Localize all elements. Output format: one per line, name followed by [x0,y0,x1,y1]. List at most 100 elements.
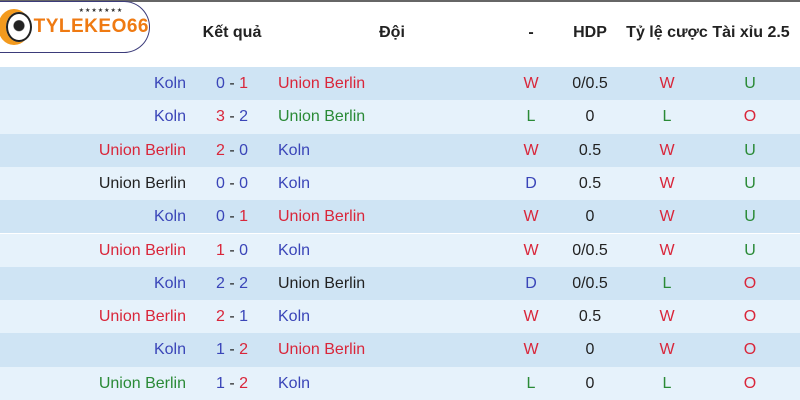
hdp: 0.5 [578,141,602,159]
table-row: Union Berlin 2 - 1 Koln W 0.5 W O [0,300,800,334]
stars-icon: ★★★★★★★ [78,8,124,14]
home-team: Koln [153,208,186,226]
score: 2 - 0 [215,141,249,159]
home-team: Union Berlin [98,308,186,326]
header-result: Kết quả [202,24,262,41]
away-score: 0 [239,241,249,259]
hdp: 0/0.5 [572,75,608,92]
score: 2 - 2 [215,274,249,292]
home-team: Koln [153,75,186,92]
home-score: 2 [215,308,225,326]
away-team: Koln [278,308,311,326]
odds-result: W [659,75,675,92]
home-score: 2 [215,274,225,292]
away-score: 2 [239,274,249,292]
result: W [523,75,539,92]
header-hdp: HDP [573,24,607,41]
away-team: Koln [278,374,311,392]
soccer-ball-icon [6,12,32,42]
over-under: O [743,108,757,126]
score: 3 - 2 [215,108,249,126]
odds-result: W [659,141,675,159]
score: 1 - 2 [215,374,249,392]
home-team: Union Berlin [98,174,186,192]
score: 0 - 1 [215,208,249,226]
top-border [0,0,800,2]
header-team: Đội [379,24,405,41]
hdp: 0/0.5 [572,241,608,259]
hdp: 0 [585,341,595,359]
hdp: 0.5 [578,174,602,192]
home-team: Koln [153,108,186,126]
table-row: Union Berlin 1 - 2 Koln L 0 L O [0,366,800,400]
away-score: 0 [239,141,249,159]
over-under: O [743,374,757,392]
odds-result: L [662,274,672,292]
over-under: U [744,75,756,92]
brand-logo[interactable]: ★★★★★★★ TYLEKEO66 [0,1,150,53]
table-row: Koln 0 - 1 Union Berlin W 0 W U [0,200,800,234]
away-score: 0 [239,174,249,192]
score: 1 - 2 [215,341,249,359]
hdp: 0/0.5 [572,274,608,292]
result: L [526,374,536,392]
odds-result: W [659,308,675,326]
away-score: 2 [239,341,249,359]
odds-result: W [659,241,675,259]
home-score: 3 [215,108,225,126]
odds-result: L [662,374,672,392]
away-score: 2 [239,374,249,392]
away-team: Koln [278,141,311,159]
home-score: 1 [215,241,225,259]
hdp: 0 [585,374,595,392]
brand-name: ★★★★★★★ TYLEKEO66 [33,8,149,37]
over-under: U [744,241,756,259]
away-team: Union Berlin [278,75,366,92]
away-team: Koln [278,241,311,259]
home-team: Koln [153,274,186,292]
odds-result: W [659,208,675,226]
home-team: Koln [153,341,186,359]
table-row: Koln 3 - 2 Union Berlin L 0 L O [0,100,800,134]
home-score: 1 [215,374,225,392]
score: 0 - 0 [215,174,249,192]
result: L [526,108,536,126]
away-team: Union Berlin [278,274,366,292]
away-team: Union Berlin [278,341,366,359]
table-header: Kết quả Đội - HDP Tỷ lệ cược Tài xỉu 2.5 [0,0,800,67]
result: W [523,308,539,326]
table-row: Koln 0 - 1 Union Berlin W 0/0.5 W U [0,67,800,101]
hdp: 0 [585,208,595,226]
away-score: 1 [239,208,249,226]
over-under: U [744,174,756,192]
over-under: U [744,141,756,159]
table-row: Union Berlin 1 - 0 Koln W 0/0.5 W U [0,233,800,267]
away-team: Union Berlin [278,208,366,226]
home-team: Union Berlin [98,141,186,159]
table-row: Koln 2 - 2 Union Berlin D 0/0.5 L O [0,266,800,301]
away-score: 1 [239,308,249,326]
odds-result: W [659,341,675,359]
over-under: U [744,208,756,226]
hdp: 0 [585,108,595,126]
result: W [523,208,539,226]
result: W [523,341,539,359]
result: D [525,174,537,192]
home-score: 0 [215,208,225,226]
odds-result: L [662,108,672,126]
home-score: 2 [215,141,225,159]
away-score: 2 [239,108,249,126]
over-under: O [743,274,757,292]
away-team: Koln [278,174,311,192]
result: W [523,241,539,259]
home-team: Union Berlin [98,241,186,259]
hdp: 0.5 [578,308,602,326]
over-under: O [743,308,757,326]
odds-result: W [659,174,675,192]
table-row: Union Berlin 2 - 0 Koln W 0.5 W U [0,133,800,167]
score: 2 - 1 [215,308,249,326]
header-dash: - [528,24,534,41]
header-over-under: Tài xỉu 2.5 [712,24,790,41]
home-team: Union Berlin [98,374,186,392]
home-score: 1 [215,341,225,359]
